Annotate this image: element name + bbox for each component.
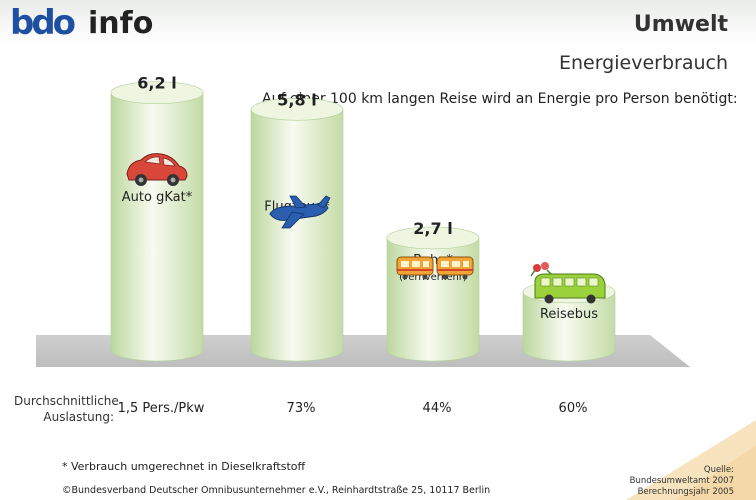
category-label: Reisebus bbox=[540, 307, 598, 322]
bar-bahn: 2,7 lBahn*(Fernverkehr) bbox=[386, 219, 480, 362]
source-line-2: Berechnungsjahr 2005 bbox=[637, 487, 734, 497]
value-label: 2,7 l bbox=[413, 219, 452, 238]
logo-text: info bbox=[88, 6, 154, 41]
airplane-icon bbox=[269, 195, 331, 229]
source-note: Quelle: Bundesumweltamt 2007 Berechnungs… bbox=[630, 465, 734, 498]
source-line-1: Bundesumweltamt 2007 bbox=[629, 476, 734, 486]
copyright: ©Bundesverband Deutscher Omnibusunterneh… bbox=[62, 485, 491, 496]
occupancy-value: 44% bbox=[423, 401, 452, 416]
bus-icon bbox=[530, 262, 606, 304]
category-note: (Fernverkehr) bbox=[399, 272, 467, 283]
logo-mark: bdo bbox=[10, 3, 76, 43]
bar-body bbox=[522, 291, 616, 362]
occupancy-value: 60% bbox=[559, 401, 588, 416]
corner-decoration bbox=[626, 420, 756, 500]
header-bar: bdo info Umwelt bbox=[0, 0, 756, 46]
value-label: 6,2 l bbox=[137, 74, 176, 93]
chart-title: Auf einer 100 km langen Reise wird an En… bbox=[262, 91, 738, 107]
occupancy-value: 73% bbox=[287, 401, 316, 416]
bar-auto-gkat: 6,2 l Auto gKat* bbox=[110, 74, 204, 362]
occupancy-label: Durchschnittliche Auslastung: bbox=[14, 394, 119, 424]
page-subtitle: Energieverbrauch bbox=[558, 52, 728, 74]
value-label: 5,8 l bbox=[277, 90, 316, 109]
car-icon bbox=[126, 153, 188, 186]
category-label: Auto gKat* bbox=[122, 190, 193, 205]
bar-body bbox=[250, 109, 344, 362]
bar-top bbox=[386, 226, 480, 250]
section-title: Umwelt bbox=[633, 12, 728, 37]
source-label: Quelle: bbox=[703, 465, 734, 475]
occupancy-value: 1,5 Pers./Pkw bbox=[118, 401, 205, 416]
bar-top bbox=[110, 81, 204, 104]
train-icon bbox=[396, 256, 474, 280]
bar-top bbox=[250, 98, 344, 121]
footnote: * Verbrauch umgerechnet in Dieselkraftst… bbox=[62, 460, 306, 473]
bar-flugzeug: 5,8 lFlugzeug* bbox=[250, 90, 344, 362]
bar-body bbox=[110, 92, 204, 362]
